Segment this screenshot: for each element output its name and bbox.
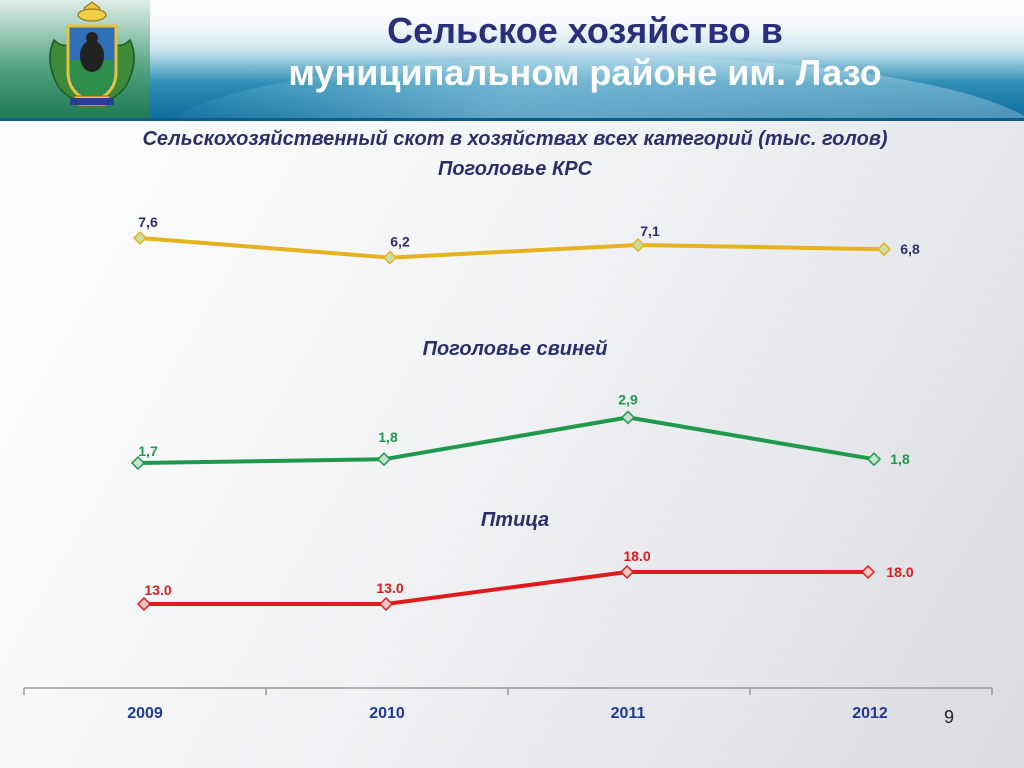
data-point-1-0 [130, 455, 146, 471]
chart-subtitle: Сельскохозяйственный скот в хозяйствах в… [142, 128, 888, 150]
data-point-2-1 [378, 596, 394, 612]
data-label-2-2: 18.0 [623, 548, 650, 564]
data-label-1-0: 1,7 [138, 443, 158, 459]
series-title-poultry: Птица [480, 509, 550, 531]
khabarovsk-coat-of-arms-icon [49, 1, 135, 107]
data-point-1-1 [376, 452, 392, 467]
data-point-0-2 [630, 237, 646, 253]
slide-header [0, 0, 1024, 118]
data-label-2-0: 13.0 [144, 582, 171, 598]
slide-title-line2: муниципальном районе им. Лазо [288, 52, 882, 93]
data-point-0-3 [876, 242, 892, 257]
data-label-0-0: 7,6 [138, 214, 158, 230]
data-point-0-1 [382, 250, 398, 265]
data-label-0-2: 7,1 [640, 223, 660, 239]
series-title-pigs: Поголовье свиней [422, 338, 608, 360]
data-point-2-2 [619, 564, 635, 580]
page-number: 9 [944, 707, 955, 727]
header-divider [0, 118, 1024, 121]
series-title-cattle: Поголовье КРС [437, 158, 593, 180]
x-tick-label-2009: 2009 [127, 705, 163, 722]
series-line-2 [144, 570, 868, 606]
data-point-2-3 [860, 564, 876, 580]
data-label-1-3: 1,8 [890, 451, 910, 467]
data-point-0-0 [132, 230, 148, 246]
series-line-1 [137, 415, 875, 465]
data-point-1-2 [620, 410, 636, 425]
slide-title-line1: Сельское хозяйство в [387, 10, 783, 51]
series-line-0 [139, 236, 885, 260]
x-tick-label-2010: 2010 [369, 705, 405, 722]
data-label-0-1: 6,2 [390, 234, 410, 250]
x-tick-label-2012: 2012 [852, 705, 888, 722]
data-point-2-0 [136, 596, 152, 612]
data-label-1-2: 2,9 [618, 391, 638, 407]
x-tick-label-2011: 2011 [611, 705, 646, 722]
data-point-1-3 [866, 452, 882, 467]
data-label-2-1: 13.0 [376, 580, 403, 596]
data-label-2-3: 18.0 [886, 564, 913, 580]
data-label-0-3: 6,8 [900, 241, 920, 257]
data-label-1-1: 1,8 [378, 429, 398, 445]
